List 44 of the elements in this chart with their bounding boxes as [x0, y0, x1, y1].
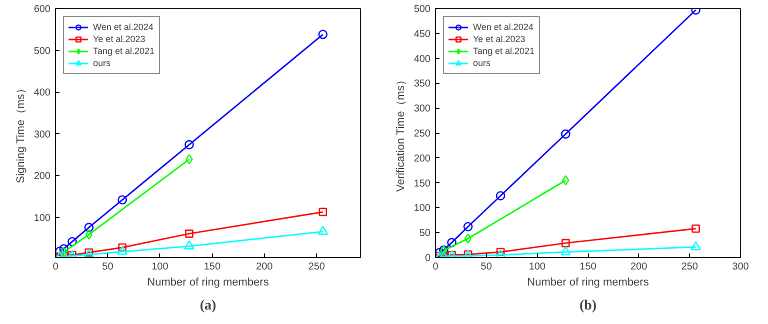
y-tick-label: 600	[34, 4, 51, 15]
y-tick-label: 100	[414, 203, 431, 214]
y-tick-label: 150	[414, 178, 431, 190]
y-tick-label: 300	[414, 104, 431, 115]
x-tick-label: 0	[432, 262, 439, 272]
legend-label: Ye et al.2023	[93, 33, 146, 45]
x-tick-label: 250	[308, 262, 326, 272]
y-tick-label: 100	[34, 212, 51, 224]
x-tick-label: 100	[152, 262, 169, 272]
legend-label: Tang et al.2021	[473, 45, 535, 57]
x-axis-title: Number of ring members	[147, 276, 270, 288]
x-tick-label: 250	[681, 262, 698, 272]
y-tick-label: 300	[34, 129, 51, 140]
x-tick-label: 50	[480, 262, 492, 272]
y-tick-label: 450	[414, 28, 431, 40]
x-tick-label: 200	[630, 262, 648, 272]
x-tick-label: 100	[528, 262, 546, 272]
y-tick-label: 250	[414, 128, 431, 140]
y-axis-title: Verification Time（ms）	[394, 74, 407, 192]
x-tick-label: 150	[580, 262, 597, 272]
y-tick-label: 350	[414, 78, 431, 90]
y-tick-label: 500	[414, 4, 431, 15]
y-tick-label: 400	[414, 54, 431, 65]
x-tick-label: 300	[732, 262, 750, 272]
x-tick-label: 50	[102, 262, 114, 272]
legend-label: ours	[93, 57, 112, 69]
legend-label: Ye et al.2023	[473, 33, 526, 45]
y-tick-label: 400	[34, 88, 51, 99]
legend-label: Wen et al.2024	[93, 21, 154, 33]
x-axis-title: Number of ring members	[527, 276, 650, 288]
y-tick-label: 500	[34, 46, 51, 57]
x-tick-label: 150	[204, 262, 221, 272]
y-tick-label: 50	[419, 228, 431, 240]
legend-label: ours	[473, 57, 492, 69]
text: (b)	[579, 298, 597, 314]
y-axis-title: Signing Time（ms）	[14, 82, 27, 184]
x-tick-label: 200	[256, 262, 274, 272]
y-tick-label: 200	[34, 171, 51, 182]
y-tick-label: 0	[424, 253, 431, 264]
legend-label: Tang et al.2021	[93, 45, 155, 57]
text: (a)	[200, 298, 216, 314]
x-tick-label: 0	[52, 262, 59, 272]
legend-label: Wen et al.2024	[473, 21, 534, 33]
y-tick-label: 200	[414, 153, 431, 164]
